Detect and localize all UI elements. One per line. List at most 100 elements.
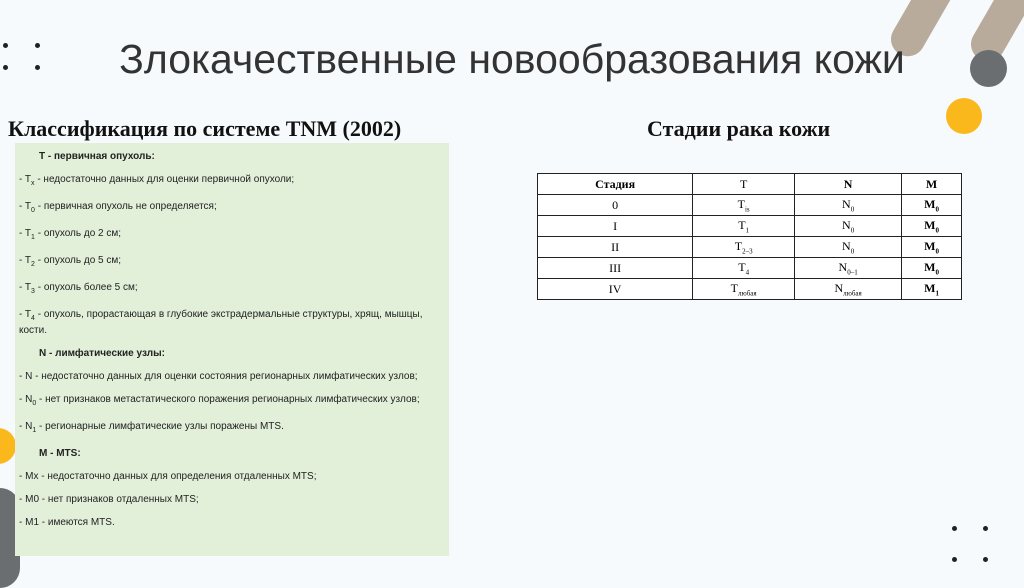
list-item: - T0 - первичная опухоль не определяется… xyxy=(19,201,445,217)
cell-subscript: 0 xyxy=(850,205,855,214)
table-cell: Tлюбая xyxy=(692,278,796,300)
cell-value: III xyxy=(609,260,622,275)
table-cell: N0 xyxy=(794,215,903,237)
cell-subscript: 1 xyxy=(935,289,939,298)
left-heading: Классификация по системе TNM (2002) xyxy=(8,116,402,141)
item-code: - N xyxy=(19,371,33,382)
table-row: 0 Tis N0 M0 xyxy=(536,194,962,216)
item-code: - M0 xyxy=(19,494,39,505)
item-subscript: 1 xyxy=(32,427,37,434)
table-cell: M0 xyxy=(901,257,962,279)
list-item: - T2 - опухоль до 5 см; xyxy=(19,255,445,271)
item-text: - опухоль до 2 см; xyxy=(34,228,122,239)
table-cell: N0 xyxy=(794,194,903,216)
item-code: - T xyxy=(19,201,32,212)
item-text: - недостаточно данных для оценки состоян… xyxy=(32,371,418,382)
stages-table: Стадия T N M 0 Tis N0 M0 I T1 N0 M0 II T2–3 N0 M0 II… xyxy=(536,173,962,300)
cell-value: M xyxy=(924,280,936,295)
list-item: - N0 - нет признаков метастатического по… xyxy=(19,394,445,410)
table-cell: T4 xyxy=(692,257,796,279)
cell-subscript: 0 xyxy=(935,268,939,277)
table-header-row: Стадия T N M xyxy=(536,173,962,195)
list-item: - N - недостаточно данных для оценки сос… xyxy=(19,371,445,383)
list-item: - T4 - опухоль, прорастающая в глубокие … xyxy=(19,309,445,337)
table-cell: M1 xyxy=(901,278,962,300)
table-cell: T2–3 xyxy=(692,236,796,258)
table-cell: III xyxy=(536,257,694,279)
table-row: I T1 N0 M0 xyxy=(536,215,962,237)
item-subscript: 0 xyxy=(32,400,37,407)
cell-subscript: любая xyxy=(843,289,862,298)
item-text: - опухоль, прорастающая в глубокие экстр… xyxy=(19,309,423,336)
item-code: - T xyxy=(19,255,32,266)
list-item: - Mx - недостаточно данных для определен… xyxy=(19,471,445,483)
cell-value: T xyxy=(737,196,745,211)
header-cell: N xyxy=(794,173,903,195)
item-subscript: 2 xyxy=(31,261,35,268)
decor-orange-circle xyxy=(946,98,982,134)
section-heading: N - лимфатические узлы: xyxy=(39,348,166,359)
cell-subscript: 0 xyxy=(935,247,939,256)
item-text: - опухоль более 5 см; xyxy=(34,282,138,293)
table-cell: T1 xyxy=(692,215,796,237)
list-item: - Tx - недостаточно данных для оценки пе… xyxy=(19,174,445,190)
list-item: - T1 - опухоль до 2 см; xyxy=(19,228,445,244)
table-cell: Nлюбая xyxy=(794,278,903,300)
decor-orange-half-circle xyxy=(0,428,16,464)
cell-value: T xyxy=(738,259,746,274)
cell-value: II xyxy=(611,239,620,254)
item-subscript: x xyxy=(31,180,35,187)
table-row: II T2–3 N0 M0 xyxy=(536,236,962,258)
cell-value: M xyxy=(924,259,936,274)
item-text: - недостаточно данных для определения от… xyxy=(38,471,317,482)
item-code: - M1 xyxy=(19,517,39,528)
cell-value: M xyxy=(924,217,936,232)
header-cell: T xyxy=(692,173,796,195)
cell-subscript: 0 xyxy=(935,205,939,214)
item-subscript: 1 xyxy=(31,234,35,241)
item-text: - первичная опухоль не определяется; xyxy=(34,201,217,212)
item-subscript: 3 xyxy=(31,288,35,295)
tnm-classification-box: T - первичная опухоль: - Tx - недостаточн… xyxy=(15,143,449,556)
table-cell: M0 xyxy=(901,215,962,237)
cell-subscript: is xyxy=(744,205,750,214)
table-cell: N0 xyxy=(794,236,903,258)
cell-value: I xyxy=(613,218,618,233)
table-cell: IV xyxy=(536,278,694,300)
cell-value: N xyxy=(838,259,848,274)
cell-value: T xyxy=(730,280,738,295)
table-row: III T4 N0–1 M0 xyxy=(536,257,962,279)
right-heading: Стадии рака кожи xyxy=(647,116,831,141)
item-code: - Mx xyxy=(19,471,39,482)
cell-subscript: 1 xyxy=(745,226,750,235)
cell-subscript: 4 xyxy=(745,268,750,277)
cell-value: M xyxy=(924,196,936,211)
list-item: - N1 - регионарные лимфатические узлы по… xyxy=(19,421,445,437)
item-text: - недостаточно данных для оценки первичн… xyxy=(34,174,295,185)
section-heading: T - первичная опухоль: xyxy=(39,151,155,162)
item-subscript: 4 xyxy=(31,315,35,322)
cell-value: N xyxy=(842,196,851,211)
item-code: - T xyxy=(19,174,32,185)
item-code: - T xyxy=(19,309,32,320)
cell-value: T xyxy=(738,217,746,232)
table-cell: M0 xyxy=(901,236,962,258)
cell-value: 0 xyxy=(612,197,619,212)
cell-value: M xyxy=(924,238,936,253)
list-item: - T3 - опухоль более 5 см; xyxy=(19,282,445,298)
page-title: Злокачественные новообразования кожи xyxy=(119,36,905,82)
table-cell: N0–1 xyxy=(794,257,903,279)
cell-value: N xyxy=(834,280,844,295)
cell-value: N xyxy=(842,238,851,253)
table-cell: Tis xyxy=(692,194,796,216)
list-item: - M1 - имеются MTS. xyxy=(19,517,445,529)
cell-value: N xyxy=(842,217,851,232)
section-heading: M - MTS: xyxy=(39,448,81,459)
cell-subscript: 0 xyxy=(850,247,855,256)
cell-subscript: 0 xyxy=(850,226,855,235)
item-subscript: 0 xyxy=(31,207,35,214)
table-cell: 0 xyxy=(536,194,694,216)
decor-gray-circle xyxy=(970,50,1007,87)
header-cell: Стадия xyxy=(536,173,694,195)
item-text: - опухоль до 5 см; xyxy=(34,255,122,266)
